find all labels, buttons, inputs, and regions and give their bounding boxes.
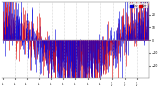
Legend: Prev, Curr: Prev, Curr	[129, 3, 148, 8]
